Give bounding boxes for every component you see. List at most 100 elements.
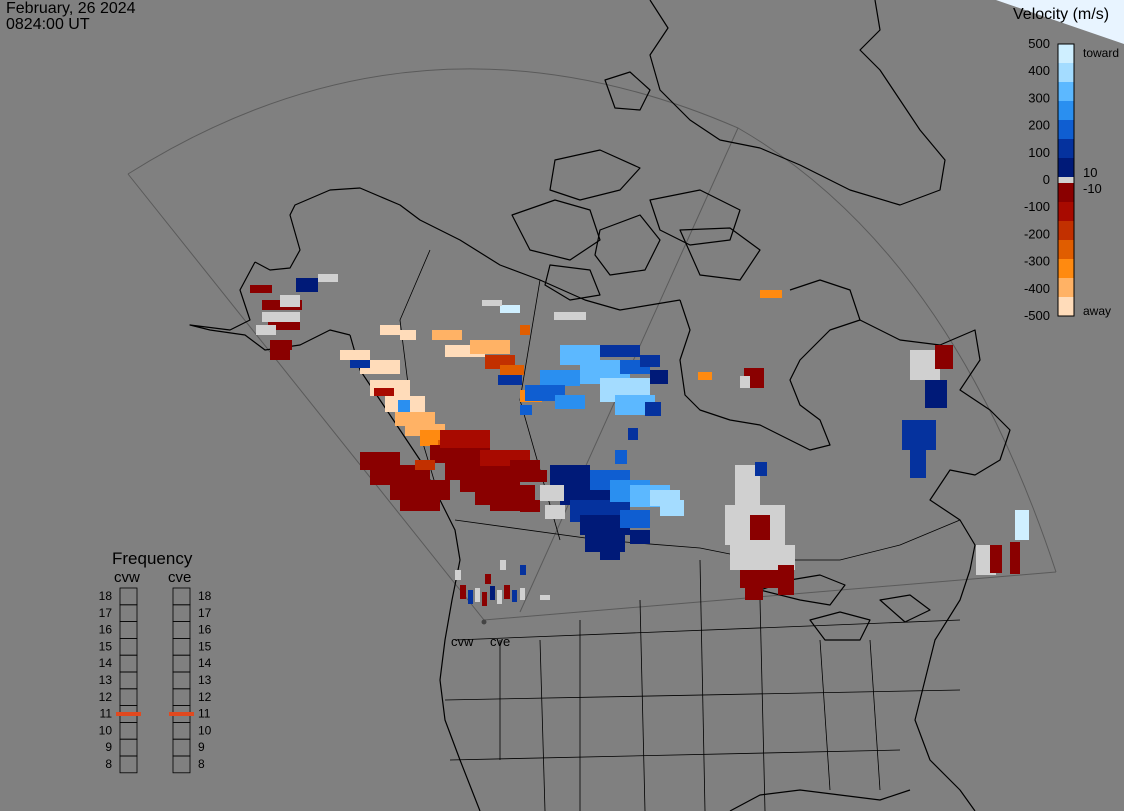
frequency-cell: [172, 604, 191, 622]
frequency-cell: [172, 671, 191, 690]
velocity-cell: [440, 430, 490, 448]
frequency-tick-label: 11: [100, 707, 113, 721]
velocity-cell: [740, 376, 750, 388]
frequency-cell: [119, 621, 138, 639]
velocity-cell: [468, 590, 473, 604]
frequency-tick-label: 15: [99, 639, 113, 653]
velocity-cell: [400, 330, 416, 340]
frequency-selected-marker: [116, 712, 141, 716]
colorbar-tick-label: -400: [1024, 281, 1050, 296]
frequency-tick-label: 10: [99, 723, 113, 737]
velocity-cell: [350, 360, 370, 368]
colorbar-tick-label: -200: [1024, 226, 1050, 241]
velocity-cell: [760, 290, 782, 298]
velocity-cell: [262, 312, 300, 322]
velocity-cell: [540, 370, 580, 386]
velocity-cell: [1015, 510, 1029, 540]
velocity-cell: [490, 586, 495, 600]
velocity-cell: [510, 460, 540, 482]
frequency-cell: [119, 688, 138, 706]
frequency-tick-label: 17: [99, 606, 113, 620]
frequency-radar-label-cve: cve: [168, 569, 192, 586]
frequency-cell: [172, 621, 191, 639]
frequency-selected-marker: [169, 712, 194, 716]
colorbar-tick-label: 200: [1028, 118, 1050, 133]
velocity-cell: [500, 305, 520, 313]
frequency-tick-label: 13: [99, 673, 113, 687]
frequency-cell: [119, 604, 138, 622]
colorbar-away-label: away: [1083, 304, 1111, 318]
colorbar-segment: [1058, 101, 1074, 121]
velocity-cell: [270, 348, 290, 360]
velocity-cell: [432, 330, 462, 340]
frequency-tick-label: 17: [198, 606, 212, 620]
velocity-cell: [555, 395, 585, 409]
frequency-tick-label: 16: [198, 623, 212, 637]
colorbar-tick-label: -100: [1024, 199, 1050, 214]
velocity-colorbar: 500 400 300 200 100 0 -100 -200 -300 -400 -500 10-1…: [1024, 36, 1119, 323]
colorbar-tick-label: -300: [1024, 254, 1050, 269]
velocity-cell: [550, 465, 590, 487]
frequency-tick-label: 10: [198, 723, 212, 737]
colorbar-segment: [1058, 259, 1074, 279]
colorbar-segment: [1058, 63, 1074, 83]
velocity-cell: [620, 510, 650, 528]
frequency-cell: [119, 587, 138, 606]
colorbar-segment: [1058, 120, 1074, 140]
coastlines: [189, 0, 1011, 811]
frequency-cell: [172, 654, 191, 673]
velocity-cell: [650, 370, 668, 384]
velocity-cell: [475, 588, 480, 602]
velocity-cell: [380, 325, 400, 335]
frequency-cell: [172, 755, 191, 774]
colorbar-segment: [1058, 240, 1074, 260]
colorbar-tick-label: 300: [1028, 90, 1050, 105]
velocity-cell: [398, 400, 410, 412]
colorbar-tick-label: 0: [1043, 172, 1050, 187]
frequency-tick-label: 18: [198, 589, 212, 603]
frequency-cell: [119, 654, 138, 673]
velocity-cell: [374, 388, 394, 396]
velocity-cell: [615, 450, 627, 464]
frequency-cell: [172, 738, 191, 757]
frequency-tick-label: 12: [198, 690, 212, 704]
velocity-cell: [520, 325, 530, 335]
velocity-cell: [256, 325, 276, 335]
frequency-tick-label: 9: [198, 740, 205, 754]
corner-highlight: [996, 0, 1124, 44]
velocity-cell: [935, 345, 953, 369]
colorbar-tick-label: -500: [1024, 308, 1050, 323]
velocity-cell: [520, 588, 525, 600]
frequency-tick-label: 12: [99, 690, 113, 704]
colorbar-inner-tick: 10: [1083, 165, 1097, 180]
velocity-cell: [520, 405, 532, 415]
frequency-cell: [119, 671, 138, 690]
velocity-cell: [280, 295, 300, 307]
frequency-tick-label: 14: [99, 656, 113, 670]
colorbar-segment: [1058, 278, 1074, 298]
velocity-legend-title: Velocity (m/s): [1013, 6, 1110, 23]
velocity-cell: [500, 365, 524, 375]
frequency-tick-label: 9: [105, 740, 112, 754]
colorbar-segment: [1058, 202, 1074, 222]
velocity-cell: [1010, 542, 1020, 574]
colorbar-frame: [1057, 43, 1075, 317]
frequency-cell: [119, 638, 138, 656]
date-label: February, 26 2024: [6, 0, 136, 17]
colorbar-segment: [1058, 82, 1074, 102]
velocity-cell: [640, 355, 660, 367]
colorbar-inner-tick: -10: [1083, 181, 1102, 196]
velocity-cell: [778, 565, 794, 595]
velocity-cell: [270, 340, 292, 350]
velocity-cell: [628, 428, 638, 440]
colorbar-zero-band: [1058, 177, 1074, 183]
velocity-cell: [600, 548, 620, 560]
velocity-cells: [250, 274, 1029, 606]
velocity-cell: [400, 495, 440, 511]
frequency-cell: [172, 722, 191, 740]
velocity-cell: [460, 585, 466, 599]
radar-site-label-cve: cve: [490, 634, 511, 649]
velocity-cell: [340, 350, 370, 360]
